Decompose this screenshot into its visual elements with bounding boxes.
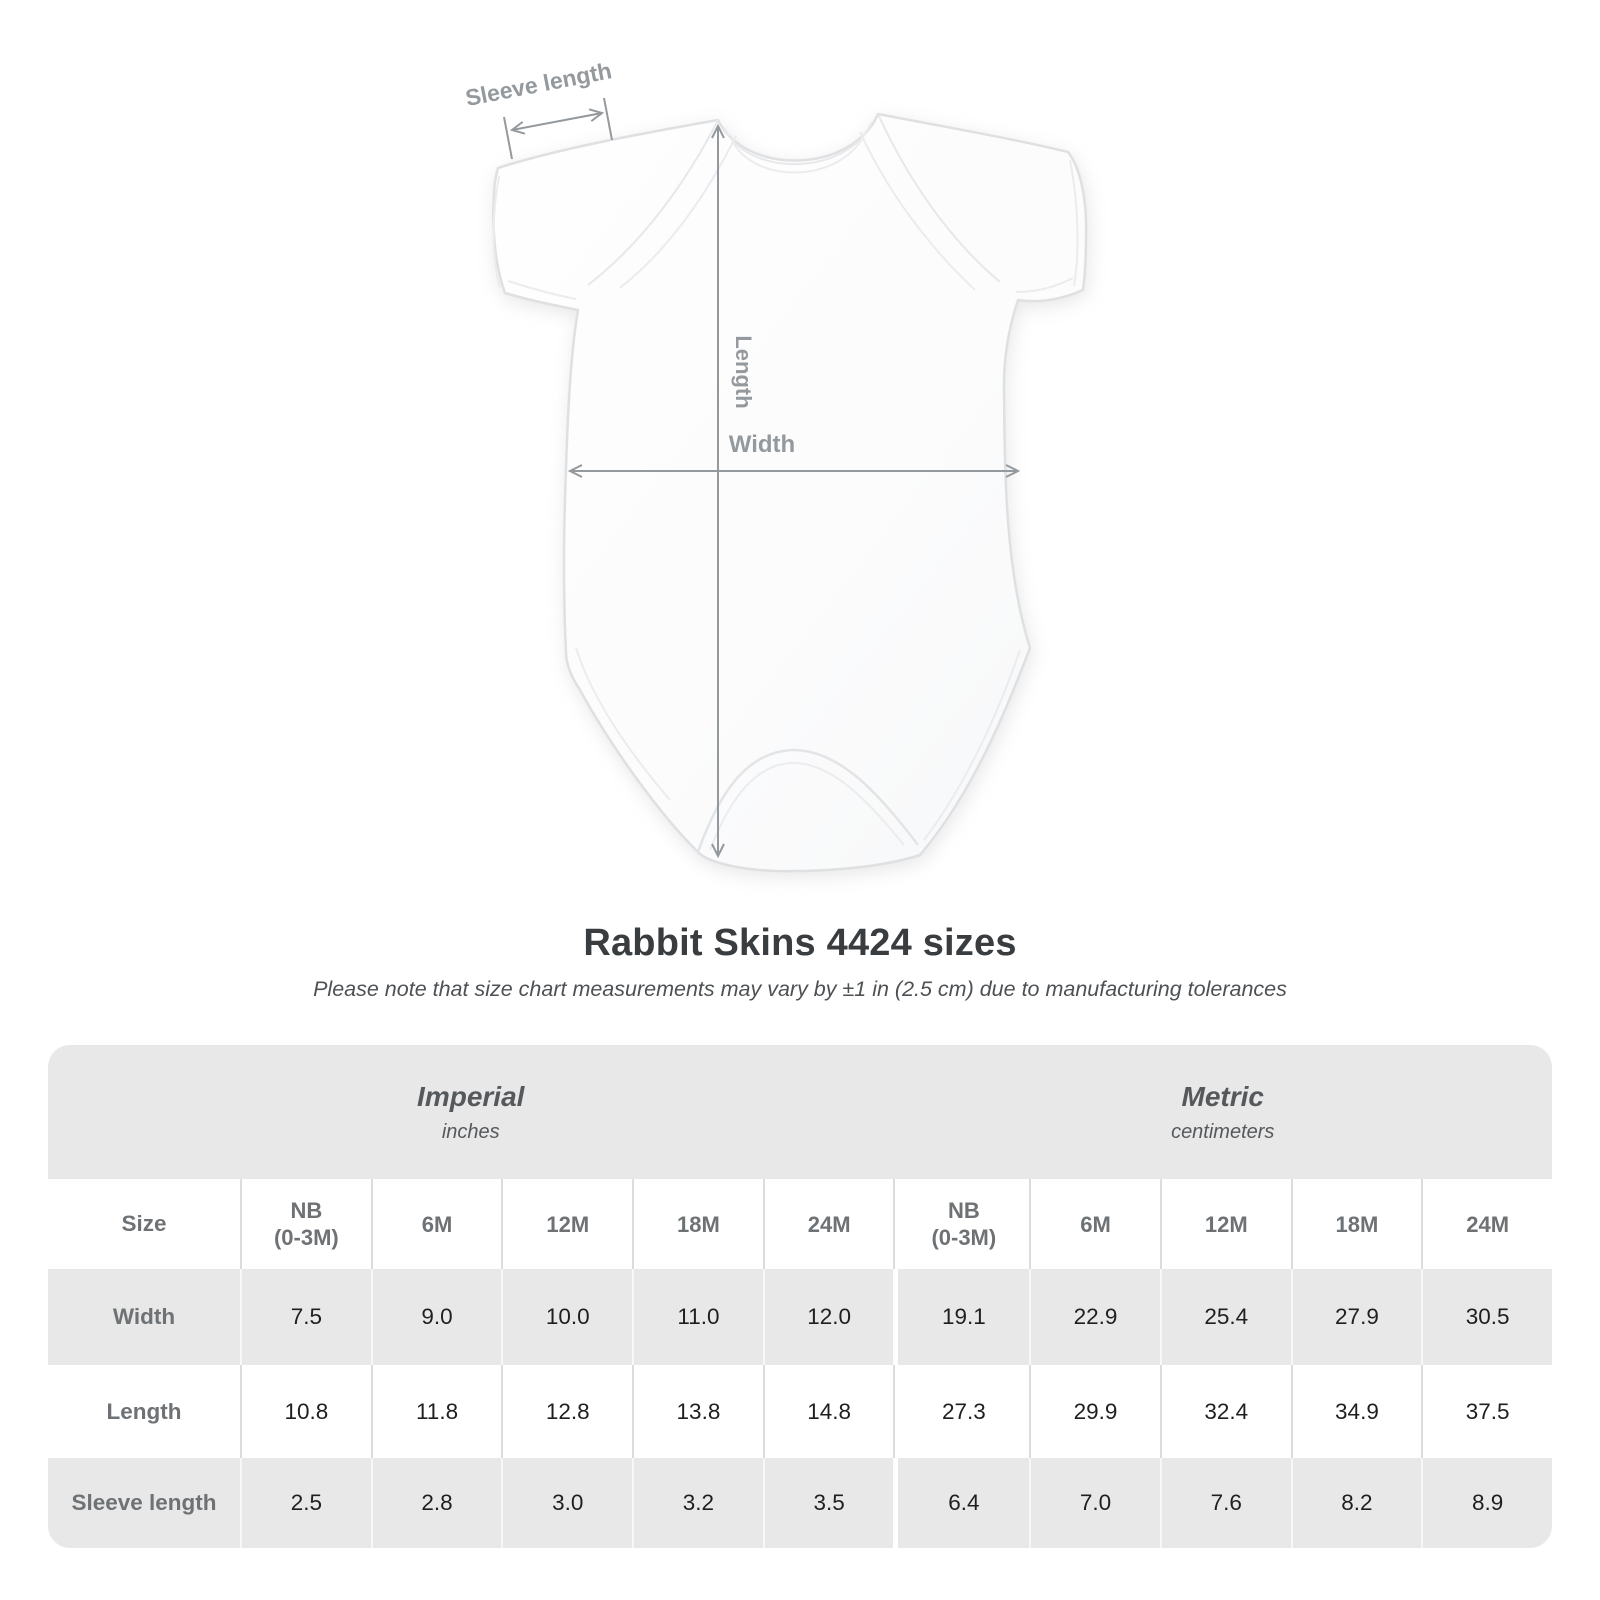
table-cell: 37.5 [1421,1365,1552,1458]
sleeve-length-label: Sleeve length [463,57,614,111]
table-cell: 13.8 [632,1365,763,1458]
table-cell: 2.5 [240,1458,371,1548]
table-cell: 3.5 [762,1458,894,1548]
section-divider [893,1458,899,1548]
bodysuit-diagram-svg: Sleeve length Length Width [463,57,1088,873]
table-cell: 3.2 [632,1458,763,1548]
col-header-metric-6m: 6M [1029,1179,1160,1269]
imperial-unit-label: inches [441,1120,500,1143]
section-divider [893,1365,898,1458]
col-header-imperial-12m: 12M [501,1179,632,1269]
col-header-imperial-nb: NB (0-3M) [240,1179,371,1269]
table-cell: 30.5 [1421,1269,1552,1365]
row-label-width: Width [112,1304,176,1329]
table-cell: 8.2 [1290,1458,1422,1548]
table-cell: 10.0 [501,1269,632,1365]
col-header-metric-24m: 24M [1421,1179,1552,1269]
table-cell: 2.8 [370,1458,502,1548]
col-header-metric-18m: 18M [1290,1179,1422,1269]
metric-label: Metric [1181,1080,1264,1112]
table-cell: 10.8 [240,1365,371,1458]
table-cell: 6.4 [948,1490,980,1515]
bodysuit-graphic [492,112,1088,873]
table-cell: 19.1 [941,1304,986,1329]
table-cell: 7.6 [1159,1458,1291,1548]
table-cell: 27.9 [1290,1269,1422,1365]
col-header-imperial-6m: 6M [370,1179,502,1269]
section-divider [893,1269,899,1365]
product-measurement-diagram: Sleeve length Length Width [463,57,1088,873]
col-header-metric-nb: NB (0-3M) [931,1198,997,1250]
size-table: Imperial inches Metric centimeters Size … [48,1045,1552,1548]
table-cell: 27.3 [941,1398,986,1424]
table-cell: 11.8 [370,1365,502,1458]
section-divider [893,1179,898,1269]
table-cell: 9.0 [370,1269,502,1365]
row-label-sleeve-length: Sleeve length [71,1490,217,1515]
table-cell: 11.0 [632,1269,763,1365]
table-cell: 14.8 [762,1365,894,1458]
table-cell: 8.9 [1421,1458,1552,1548]
units-header-row: Imperial inches Metric centimeters [48,1045,1552,1179]
width-label: Width [729,431,795,458]
col-header-metric-12m: 12M [1159,1179,1291,1269]
imperial-group-header: Imperial inches [48,1045,894,1179]
col-header-imperial-24m: 24M [762,1179,894,1269]
table-cell: 29.9 [1029,1365,1160,1458]
length-label: Length [731,335,756,408]
table-row-sleeve-length: Sleeve length 2.5 2.8 3.0 3.2 3.5 6.4 7.… [48,1458,1552,1548]
table-cell: 12.0 [762,1269,894,1365]
sleeve-length-arrow [503,97,613,160]
table-cell: 22.9 [1029,1269,1160,1365]
table-cell: 7.5 [240,1269,371,1365]
table-cell: 34.9 [1290,1365,1422,1458]
page-title: Rabbit Skins 4424 sizes [583,922,1017,964]
table-cell: 7.0 [1029,1458,1160,1548]
size-column-header: Size [121,1211,167,1236]
table-cell: 3.0 [501,1458,632,1548]
table-cell: 25.4 [1159,1269,1291,1365]
table-cell: 12.8 [501,1365,632,1458]
column-header-row: Size NB (0-3M) 6M 12M 18M 24M NB (0-3M) … [48,1179,1552,1269]
imperial-label: Imperial [417,1080,525,1112]
col-header-imperial-18m: 18M [632,1179,763,1269]
table-row-width: Width 7.5 9.0 10.0 11.0 12.0 19.1 22.9 2… [48,1269,1552,1365]
table-cell: 32.4 [1159,1365,1291,1458]
row-label-length: Length [106,1398,182,1424]
table-row-length: Length 10.8 11.8 12.8 13.8 14.8 27.3 29.… [48,1365,1552,1458]
metric-group-header: Metric centimeters [894,1045,1553,1179]
tolerance-note: Please note that size chart measurements… [313,977,1287,1001]
metric-unit-label: centimeters [1171,1120,1275,1143]
